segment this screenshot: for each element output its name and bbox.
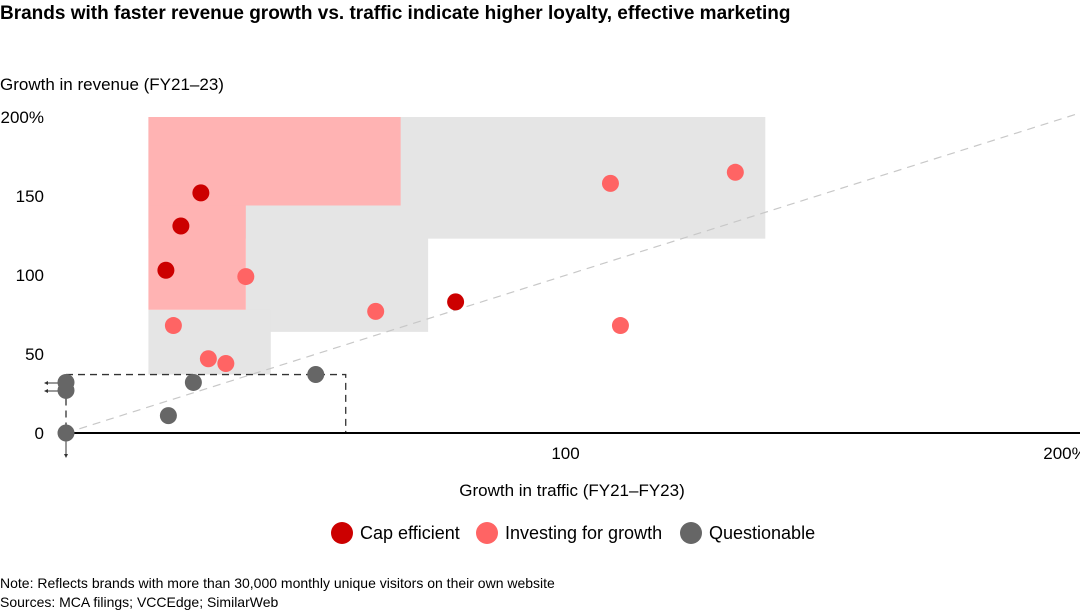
- data-point-questionable: [307, 366, 325, 384]
- legend-marker: [680, 522, 702, 544]
- data-point-investing-for-growth: [367, 302, 385, 320]
- legend-label: Investing for growth: [505, 523, 662, 543]
- data-point-cap-efficient: [172, 217, 190, 235]
- data-point-cap-efficient: [447, 293, 465, 311]
- arrow-head-icon: [44, 381, 48, 385]
- y-tick-label: 150: [16, 187, 44, 206]
- pink-region: [148, 205, 246, 310]
- legend-marker: [476, 522, 498, 544]
- x-axis-label: Growth in traffic (FY21–FY23): [459, 481, 685, 500]
- data-point-investing-for-growth: [217, 354, 235, 372]
- chart-title: Brands with faster revenue growth vs. tr…: [0, 3, 790, 24]
- y-axis-label: Growth in revenue (FY21–23): [0, 75, 224, 94]
- legend-label: Cap efficient: [360, 523, 460, 543]
- data-point-questionable: [57, 424, 75, 442]
- data-point-investing-for-growth: [199, 350, 217, 368]
- dashed-box: [66, 373, 347, 433]
- reference-line: [65, 112, 1080, 434]
- sources-text: Sources: MCA filings; VCCEdge; SimilarWe…: [0, 594, 278, 610]
- data-point-investing-for-growth: [164, 317, 182, 335]
- data-point-cap-efficient: [192, 184, 210, 202]
- data-point-investing-for-growth: [611, 317, 629, 335]
- y-tick-label: 50: [25, 345, 44, 364]
- legend-marker: [331, 522, 353, 544]
- data-point-cap-efficient: [157, 261, 175, 279]
- arrow-head-icon: [64, 454, 68, 458]
- data-point-questionable: [159, 407, 177, 425]
- y-tick-label: 100: [16, 266, 44, 285]
- y-tick-label: 0: [35, 424, 44, 443]
- data-point-investing-for-growth: [726, 163, 744, 181]
- x-tick-label: 200%: [1043, 444, 1080, 463]
- x-tick-label: 100: [551, 444, 579, 463]
- data-point-questionable: [184, 373, 202, 391]
- data-point-investing-for-growth: [237, 268, 255, 286]
- gray-region: [245, 205, 429, 332]
- data-point-investing-for-growth: [601, 174, 619, 192]
- arrow-head-icon: [44, 389, 48, 393]
- legend-label: Questionable: [709, 523, 815, 543]
- pink-region: [148, 117, 401, 206]
- y-tick-label: 200%: [1, 108, 44, 127]
- note-text: Note: Reflects brands with more than 30,…: [0, 575, 555, 591]
- data-point-questionable: [57, 381, 75, 399]
